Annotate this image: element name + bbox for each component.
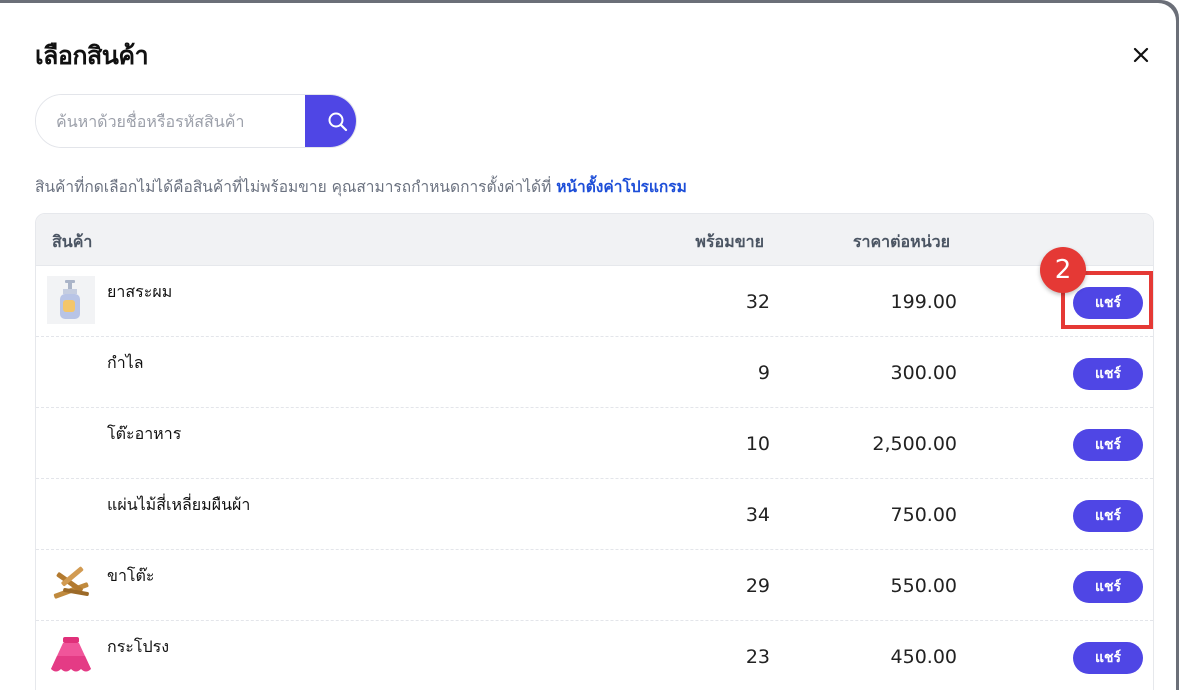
product-name: แผ่นไม้สี่เหลี่ยมผืนผ้า <box>107 495 251 514</box>
share-button[interactable]: แชร์ <box>1073 429 1143 461</box>
share-button[interactable]: แชร์ <box>1073 358 1143 390</box>
shampoo-bottle-thumbnail <box>47 276 95 324</box>
share-button[interactable]: แชร์ <box>1073 642 1143 674</box>
note-text: สินค้าที่กดเลือกไม่ได้คือสินค้าที่ไม่พร้… <box>35 178 557 196</box>
search-box <box>35 94 357 148</box>
settings-page-link[interactable]: หน้าตั้งค่าโปรแกรม <box>556 178 687 196</box>
share-button[interactable]: แชร์ <box>1073 500 1143 532</box>
price-value: 2,500.00 <box>872 433 957 455</box>
search-input[interactable] <box>36 95 304 147</box>
price-value: 300.00 <box>890 362 957 384</box>
price-value: 750.00 <box>890 504 957 526</box>
stock-value: 23 <box>745 646 770 668</box>
product-table: สินค้า พร้อมขาย ราคาต่อหน่วย ยาสระผม 32 … <box>35 213 1154 690</box>
table-row: กระโปรง 23 450.00 แชร์ <box>36 620 1153 690</box>
close-button[interactable] <box>1126 40 1156 70</box>
header-price: ราคาต่อหน่วย <box>852 232 950 251</box>
header-stock: พร้อมขาย <box>695 232 764 251</box>
product-name: โต๊ะอาหาร <box>107 424 182 443</box>
step-number-badge: 2 <box>1040 247 1086 293</box>
search-button[interactable] <box>305 95 356 147</box>
price-value: 199.00 <box>890 291 957 313</box>
table-row: แผ่นไม้สี่เหลี่ยมผืนผ้า 34 750.00 แชร์ <box>36 478 1153 550</box>
share-button[interactable]: แชร์ <box>1073 571 1143 603</box>
stock-value: 34 <box>745 504 770 526</box>
table-row: โต๊ะอาหาร 10 2,500.00 แชร์ <box>36 407 1153 479</box>
table-legs-thumbnail <box>53 566 89 599</box>
table-row: ยาสระผม 32 199.00 แชร์ <box>36 265 1153 337</box>
dialog-title: เลือกสินค้า <box>35 41 149 70</box>
share-button[interactable]: แชร์ <box>1073 287 1143 319</box>
table-header: สินค้า พร้อมขาย ราคาต่อหน่วย <box>36 214 1153 266</box>
product-name: ยาสระผม <box>107 282 173 301</box>
header-product: สินค้า <box>52 232 93 251</box>
price-value: 550.00 <box>890 575 957 597</box>
price-value: 450.00 <box>890 646 957 668</box>
table-row: กำไล 9 300.00 แชร์ <box>36 336 1153 408</box>
pink-skirt-thumbnail <box>51 637 91 672</box>
product-name: ขาโต๊ะ <box>107 566 155 585</box>
table-row: ขาโต๊ะ 29 550.00 แชร์ <box>36 549 1153 621</box>
stock-value: 9 <box>757 362 770 384</box>
search-icon <box>328 112 348 132</box>
availability-note: สินค้าที่กดเลือกไม่ได้คือสินค้าที่ไม่พร้… <box>35 174 687 199</box>
stock-value: 10 <box>745 433 770 455</box>
stock-value: 29 <box>745 575 770 597</box>
product-name: กำไล <box>107 353 144 372</box>
stock-value: 32 <box>745 291 770 313</box>
product-name: กระโปรง <box>107 637 170 656</box>
close-icon <box>1133 47 1149 63</box>
